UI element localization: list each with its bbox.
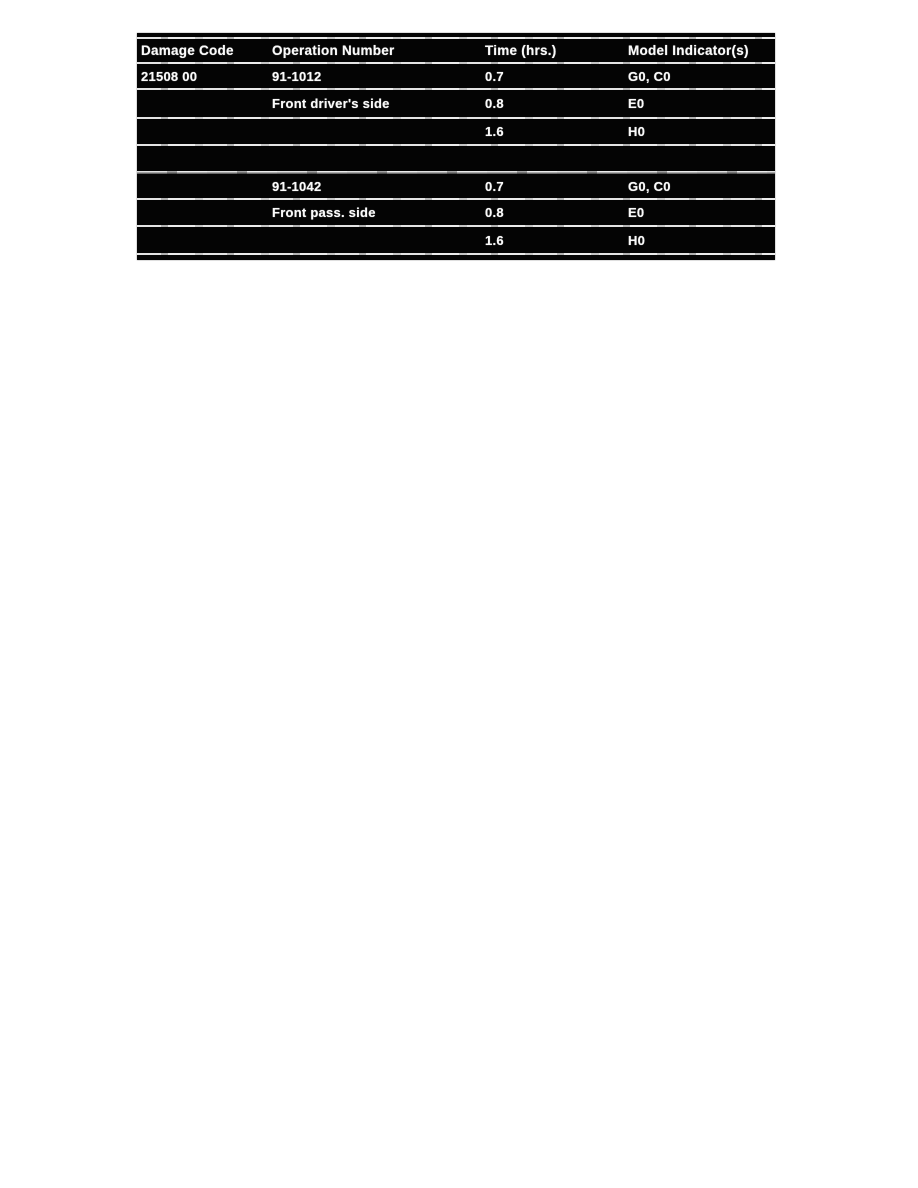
- cell-time-hrs: 1.6: [485, 124, 504, 139]
- cell-operation-number: 91-1012: [272, 68, 322, 84]
- cell-model-indicators: E0: [628, 205, 645, 220]
- cell-model-indicators: G0, C0: [628, 68, 671, 84]
- cell-operation-number: Front pass. side: [272, 205, 376, 220]
- cell-time-hrs: 1.6: [485, 232, 504, 248]
- cell-operation-number: Front driver's side: [272, 96, 390, 111]
- cell-time-hrs: 0.8: [485, 96, 504, 111]
- column-header-damage-code: Damage Code: [141, 43, 234, 58]
- cell-operation-number: 91-1042: [272, 178, 322, 194]
- table-rule: [137, 117, 775, 119]
- cell-time-hrs: 0.7: [485, 178, 504, 194]
- table-spacer-row: [137, 146, 775, 171]
- table-rule: [137, 144, 775, 146]
- cell-model-indicators: H0: [628, 124, 646, 139]
- cell-time-hrs: 0.8: [485, 205, 504, 220]
- cell-model-indicators: E0: [628, 96, 645, 111]
- table-row: 21508 00 91-1012 0.7 G0, C0: [137, 64, 775, 88]
- cell-model-indicators: G0, C0: [628, 178, 671, 194]
- column-header-time-hrs: Time (hrs.): [485, 43, 557, 58]
- labor-time-table: Damage Code Operation Number Time (hrs.)…: [137, 33, 775, 260]
- table-header-row: Damage Code Operation Number Time (hrs.)…: [137, 39, 775, 62]
- cell-time-hrs: 0.7: [485, 68, 504, 84]
- column-header-model-indicators: Model Indicator(s): [628, 43, 749, 58]
- table-rule-bottom: [137, 253, 775, 255]
- table-row: 1.6 H0: [137, 227, 775, 253]
- table-row: Front pass. side 0.8 E0: [137, 200, 775, 225]
- table-row: Front driver's side 0.8 E0: [137, 90, 775, 117]
- table-rule-top: [137, 37, 775, 39]
- table-rule: [137, 198, 775, 200]
- table-rule-double: [137, 171, 775, 174]
- table-row: 1.6 H0: [137, 119, 775, 144]
- column-header-operation-number: Operation Number: [272, 43, 395, 58]
- table-rule: [137, 88, 775, 90]
- table-rule: [137, 62, 775, 64]
- cell-damage-code: 21508 00: [141, 68, 198, 84]
- cell-model-indicators: H0: [628, 232, 646, 248]
- table-rule: [137, 225, 775, 227]
- table-row: 91-1042 0.7 G0, C0: [137, 174, 775, 198]
